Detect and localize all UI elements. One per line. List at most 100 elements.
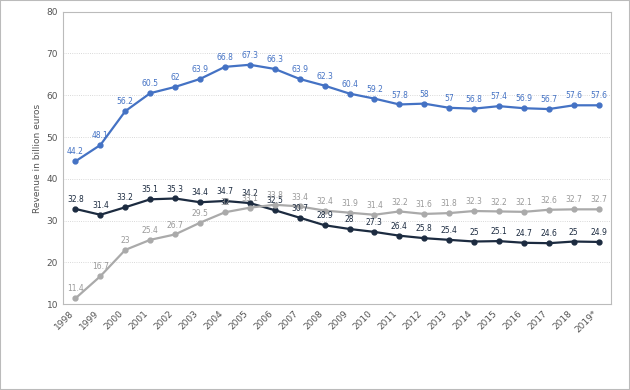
Deutsche Telekom AG bbox=[396, 233, 403, 238]
Line: Deutsche Telekom AG: Deutsche Telekom AG bbox=[73, 196, 601, 246]
Competitors bbox=[171, 232, 179, 237]
Deutsche Telekom AG bbox=[520, 240, 528, 245]
Text: 31.6: 31.6 bbox=[416, 200, 433, 209]
Text: 32.7: 32.7 bbox=[565, 195, 582, 204]
Text: 25.4: 25.4 bbox=[142, 226, 159, 235]
Text: 31.4: 31.4 bbox=[366, 201, 383, 210]
Text: 32.6: 32.6 bbox=[541, 196, 558, 205]
Competitors bbox=[370, 213, 378, 217]
Total bbox=[96, 143, 104, 147]
Text: 57: 57 bbox=[444, 94, 454, 103]
Deutsche Telekom AG bbox=[346, 227, 353, 231]
Text: 32.3: 32.3 bbox=[466, 197, 483, 206]
Text: 30.7: 30.7 bbox=[291, 204, 308, 213]
Competitors bbox=[346, 210, 353, 215]
Competitors bbox=[196, 220, 203, 225]
Text: 60.5: 60.5 bbox=[142, 79, 159, 88]
Text: 58: 58 bbox=[420, 90, 429, 99]
Text: 31.8: 31.8 bbox=[441, 199, 457, 208]
Total bbox=[495, 104, 503, 108]
Competitors bbox=[420, 212, 428, 216]
Deutsche Telekom AG bbox=[545, 241, 553, 246]
Text: 48.1: 48.1 bbox=[92, 131, 109, 140]
Line: Competitors: Competitors bbox=[73, 202, 601, 301]
Text: 44.2: 44.2 bbox=[67, 147, 84, 156]
Deutsche Telekom AG bbox=[271, 208, 278, 213]
Competitors bbox=[246, 205, 254, 210]
Competitors bbox=[96, 274, 104, 278]
Deutsche Telekom AG bbox=[221, 199, 229, 203]
Total bbox=[221, 64, 229, 69]
Competitors bbox=[445, 211, 453, 215]
Total bbox=[370, 96, 378, 101]
Deutsche Telekom AG bbox=[445, 238, 453, 242]
Total bbox=[595, 103, 602, 108]
Competitors bbox=[221, 210, 229, 215]
Text: 25: 25 bbox=[469, 228, 479, 237]
Text: 56.8: 56.8 bbox=[466, 95, 483, 104]
Text: 62: 62 bbox=[170, 73, 180, 82]
Total bbox=[396, 102, 403, 107]
Competitors bbox=[271, 202, 278, 207]
Text: 57.6: 57.6 bbox=[565, 91, 582, 101]
Competitors bbox=[595, 207, 602, 212]
Text: 25.8: 25.8 bbox=[416, 224, 433, 233]
Text: 57.4: 57.4 bbox=[491, 92, 508, 101]
Competitors bbox=[570, 207, 578, 212]
Text: 35.3: 35.3 bbox=[166, 184, 183, 193]
Competitors bbox=[72, 296, 79, 301]
Deutsche Telekom AG bbox=[470, 239, 478, 244]
Total bbox=[246, 62, 254, 67]
Total bbox=[146, 91, 154, 96]
Text: 57.8: 57.8 bbox=[391, 90, 408, 99]
Total bbox=[545, 107, 553, 112]
Competitors bbox=[396, 209, 403, 214]
Competitors bbox=[321, 208, 328, 213]
Total bbox=[171, 85, 179, 89]
Competitors bbox=[495, 209, 503, 214]
Text: 56.2: 56.2 bbox=[117, 97, 134, 106]
Text: 26.7: 26.7 bbox=[167, 221, 183, 230]
Text: 60.4: 60.4 bbox=[341, 80, 358, 89]
Text: 29.5: 29.5 bbox=[192, 209, 209, 218]
Text: 28: 28 bbox=[345, 215, 354, 224]
Competitors bbox=[545, 207, 553, 212]
Text: 34.2: 34.2 bbox=[241, 189, 258, 198]
Text: 34.4: 34.4 bbox=[192, 188, 209, 197]
Text: 63.9: 63.9 bbox=[192, 65, 209, 74]
Text: 33.2: 33.2 bbox=[117, 193, 134, 202]
Deutsche Telekom AG bbox=[370, 230, 378, 234]
Text: 23: 23 bbox=[120, 236, 130, 245]
Y-axis label: Revenue in billion euros: Revenue in billion euros bbox=[33, 103, 42, 213]
Competitors bbox=[520, 209, 528, 214]
Text: 33.4: 33.4 bbox=[291, 193, 308, 202]
Competitors bbox=[146, 238, 154, 242]
Deutsche Telekom AG bbox=[196, 200, 203, 205]
Text: 67.3: 67.3 bbox=[241, 51, 258, 60]
Deutsche Telekom AG bbox=[595, 239, 602, 244]
Total bbox=[122, 109, 129, 113]
Deutsche Telekom AG bbox=[296, 215, 304, 220]
Deutsche Telekom AG bbox=[96, 213, 104, 217]
Total bbox=[72, 159, 79, 164]
Text: 63.9: 63.9 bbox=[291, 65, 308, 74]
Text: 24.6: 24.6 bbox=[541, 229, 558, 238]
Text: 24.9: 24.9 bbox=[590, 228, 607, 237]
Text: 59.2: 59.2 bbox=[366, 85, 383, 94]
Total bbox=[346, 91, 353, 96]
Competitors bbox=[296, 204, 304, 209]
Competitors bbox=[470, 209, 478, 213]
Text: 33.8: 33.8 bbox=[266, 191, 284, 200]
Text: 56.9: 56.9 bbox=[515, 94, 532, 103]
Text: 32.8: 32.8 bbox=[67, 195, 84, 204]
Deutsche Telekom AG bbox=[72, 207, 79, 211]
Text: 26.4: 26.4 bbox=[391, 222, 408, 231]
Total bbox=[196, 76, 203, 82]
Text: 11.4: 11.4 bbox=[67, 284, 84, 294]
Deutsche Telekom AG bbox=[495, 239, 503, 243]
Text: 32.2: 32.2 bbox=[391, 198, 408, 207]
Text: 32.5: 32.5 bbox=[266, 196, 284, 205]
Text: 32.1: 32.1 bbox=[515, 198, 532, 207]
Text: 32: 32 bbox=[220, 199, 230, 207]
Text: 31.9: 31.9 bbox=[341, 199, 358, 208]
